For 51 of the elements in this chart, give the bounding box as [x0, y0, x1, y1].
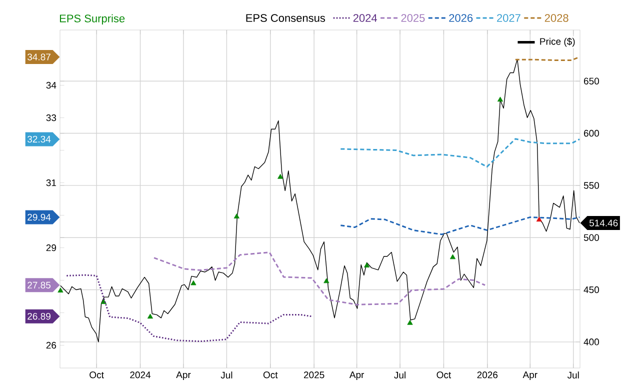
y2-tick-label: 500	[584, 234, 599, 241]
line-series	[66, 274, 312, 342]
text: 29.94	[28, 214, 51, 221]
x-tick-label: 2025	[304, 372, 324, 378]
y-tick-label: 31	[46, 179, 56, 186]
x-tick-label: 2026	[477, 372, 498, 378]
legend-label: 2025	[401, 14, 425, 22]
legend-title: EPS Consensus	[246, 14, 326, 22]
y2-tick-label: 550	[584, 182, 599, 189]
x-tick-label: Apr	[349, 372, 364, 380]
point	[497, 96, 504, 102]
legend-label: 2028	[544, 14, 568, 22]
line-series	[153, 252, 486, 306]
point	[234, 214, 240, 218]
legend-label: 2026	[449, 14, 473, 22]
y2-tick-label: 600	[584, 130, 599, 137]
x-tick-label: Jul	[567, 372, 579, 378]
y2-tick-label: 650	[584, 78, 599, 84]
line-series	[340, 138, 580, 168]
point	[364, 262, 370, 268]
text: 34.87	[28, 54, 50, 60]
y-tick-label: 33	[46, 114, 56, 122]
y-tick-label: 29	[46, 244, 56, 252]
point	[190, 280, 196, 286]
text: 514.46	[589, 220, 618, 226]
x-tick-label: Oct	[436, 372, 452, 378]
legend-label: Price ($)	[540, 38, 575, 47]
text: EPS Surprise	[60, 14, 125, 25]
y-tick-label: 26	[46, 342, 56, 349]
point	[278, 174, 284, 179]
point	[407, 320, 413, 325]
text: 32.34	[28, 136, 51, 143]
x-tick-label: Oct	[90, 372, 104, 378]
text: 27.85	[28, 282, 51, 288]
point	[536, 216, 542, 222]
point	[58, 288, 64, 292]
y2-tick-label: 400	[584, 338, 599, 346]
x-tick-label: Oct	[263, 372, 278, 378]
y-tick-label: 34	[46, 82, 56, 89]
y2-tick-label: 450	[584, 286, 599, 294]
x-tick-label: Apr	[522, 372, 538, 380]
text: 26.89	[28, 312, 50, 320]
point	[324, 278, 330, 284]
legend-label: 2027	[497, 14, 520, 22]
x-tick-label: 2024	[130, 372, 151, 378]
point	[147, 314, 154, 319]
x-tick-label: Jul	[220, 372, 232, 378]
point	[450, 254, 456, 260]
x-tick-label: Jul	[394, 372, 406, 378]
legend-label: 2024	[353, 14, 378, 22]
x-tick-label: Apr	[176, 372, 191, 380]
